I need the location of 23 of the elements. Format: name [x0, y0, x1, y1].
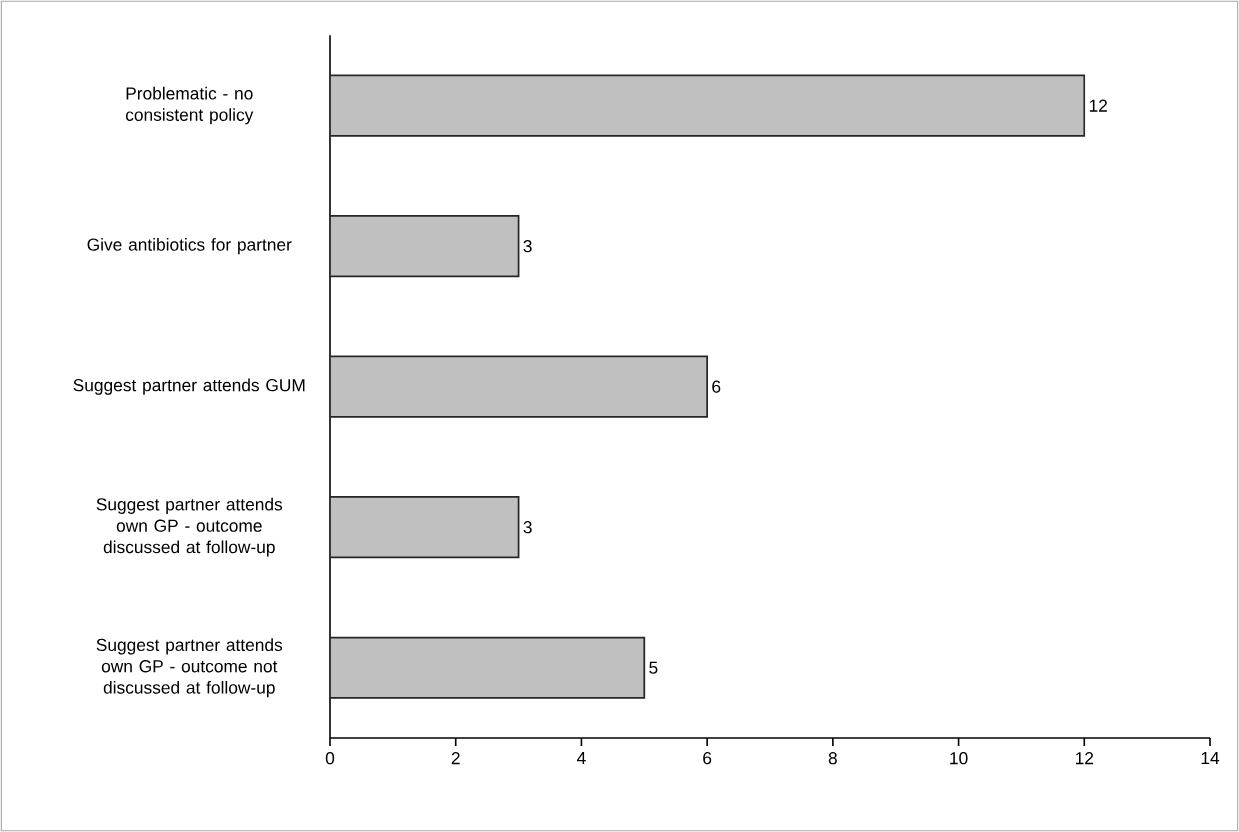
y-tick-label: Suggest partner attends GUM [73, 378, 305, 395]
bar [330, 355, 709, 418]
x-tick-label: 4 [577, 752, 586, 764]
x-tick-label: 6 [703, 752, 712, 765]
data-label: 3 [523, 239, 532, 253]
y-tick-label: Suggest partner attends own GP - outcome discussed at follow-up [96, 497, 283, 557]
x-tick-label: 2 [451, 752, 460, 765]
bar [330, 636, 646, 699]
bar [330, 74, 1086, 137]
data-label: 6 [712, 380, 721, 393]
bar [330, 496, 520, 559]
x-tick-label: 10 [950, 752, 968, 765]
x-tick-label: 14 [1201, 752, 1220, 764]
x-tick-label: 0 [325, 752, 335, 765]
x-tick-label: 8 [828, 752, 837, 765]
data-label: 12 [1089, 99, 1107, 112]
data-label: 5 [649, 661, 658, 674]
data-label: 3 [523, 521, 532, 534]
y-tick-label: Suggest partner attends own GP - outcome not discussed at follow-up [96, 638, 283, 698]
y-tick-label: Give antibiotics for partner [87, 238, 292, 255]
y-tick-label: Problematic - no consistent policy [125, 86, 254, 125]
x-tick-label: 12 [1075, 752, 1094, 765]
bar [330, 215, 520, 278]
